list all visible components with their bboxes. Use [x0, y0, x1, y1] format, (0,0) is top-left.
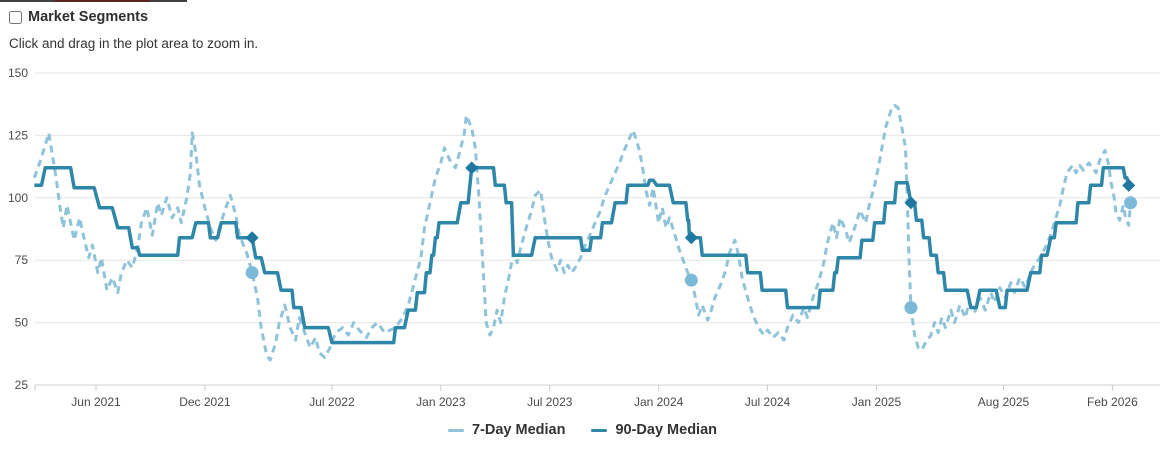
legend-swatch-90-day-icon	[591, 428, 608, 432]
legend-swatch-7-day-icon	[447, 428, 464, 432]
x-axis-label: Jan 2023	[416, 395, 466, 409]
chart-legend: 7-Day Median 90-Day Median	[0, 422, 1165, 438]
y-axis-label: 75	[15, 253, 29, 267]
market-segments-checkbox[interactable]	[9, 10, 22, 24]
series-line-7-day[interactable]	[32, 103, 1132, 362]
x-axis-label: Jul 2024	[745, 395, 791, 409]
chart-header: Market Segments	[9, 9, 148, 25]
series-marker-circle[interactable]	[684, 273, 698, 287]
x-axis-label: Jul 2023	[527, 395, 573, 409]
series-line-90-day[interactable]	[34, 166, 1133, 345]
series-marker-diamond[interactable]	[465, 161, 479, 175]
x-axis-label: Jul 2022	[309, 395, 355, 409]
legend-label-90-day: 90-Day Median	[615, 422, 718, 438]
x-axis-label: Jan 2024	[634, 395, 684, 409]
series-marker-circle[interactable]	[904, 301, 918, 315]
x-axis-label: Feb 2026	[1087, 395, 1138, 409]
top-edge-artifact	[0, 0, 187, 2]
series-marker-diamond[interactable]	[904, 196, 918, 210]
x-axis-label: Jun 2021	[71, 395, 121, 409]
x-axis-label: Jan 2025	[852, 395, 902, 409]
y-axis-label: 150	[8, 66, 28, 80]
chart-title: Market Segments	[28, 9, 149, 25]
x-axis-label: Dec 2021	[179, 395, 231, 409]
legend-item-90-day-median[interactable]: 90-Day Median	[591, 422, 717, 438]
series-marker-circle[interactable]	[1124, 196, 1138, 210]
chart-subtitle: Click and drag in the plot area to zoom …	[9, 36, 259, 51]
series-marker-diamond[interactable]	[684, 231, 698, 245]
y-axis-label: 100	[8, 191, 28, 205]
y-axis-label: 50	[15, 316, 29, 330]
legend-label-7-day: 7-Day Median	[471, 422, 566, 438]
x-axis-label: Aug 2025	[978, 395, 1030, 409]
legend-item-7-day-median[interactable]: 7-Day Median	[447, 422, 566, 438]
y-axis-label: 25	[15, 378, 29, 392]
series-marker-diamond[interactable]	[245, 231, 259, 245]
y-axis-label: 125	[8, 128, 28, 142]
series-marker-diamond[interactable]	[1122, 178, 1136, 192]
top-edge-artifact-accent	[55, 0, 150, 2]
series-marker-circle[interactable]	[245, 266, 259, 280]
